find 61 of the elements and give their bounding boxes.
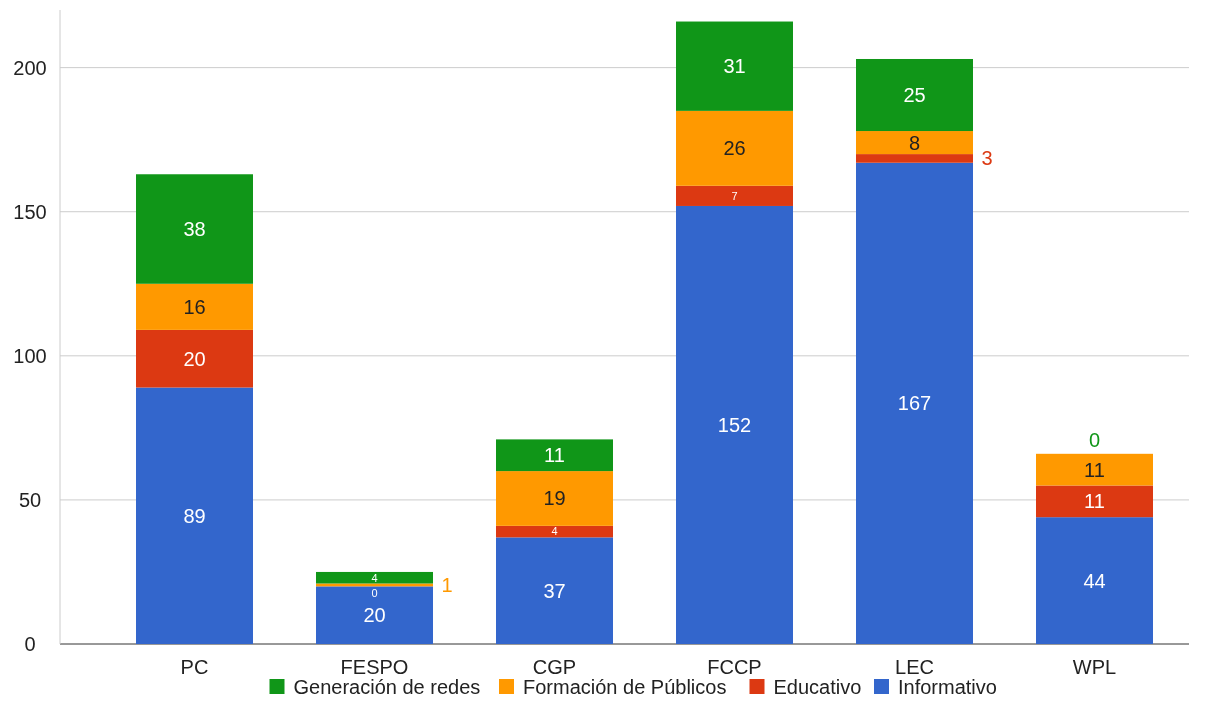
data-label: 37 <box>543 579 566 602</box>
x-tick-label: WPL <box>1072 656 1117 678</box>
data-label: 16 <box>183 295 206 318</box>
data-label: 89 <box>183 504 206 527</box>
bar <box>316 586 433 644</box>
y-tick-label: 150 <box>13 200 47 223</box>
y-tick-label: 0 <box>24 633 36 655</box>
data-label: 1 <box>441 573 453 596</box>
data-label: 11 <box>1084 458 1105 481</box>
bar <box>316 583 433 587</box>
x-tick-label: CGP <box>532 656 577 678</box>
x-tick-label: FCCP <box>707 656 762 678</box>
data-label: 7 <box>731 189 738 202</box>
data-label: 4 <box>371 571 378 584</box>
bar <box>856 58 973 132</box>
data-label: 20 <box>183 347 206 370</box>
y-tick-label: 100 <box>13 344 47 367</box>
bar <box>496 471 613 526</box>
data-label: 11 <box>544 444 565 467</box>
y-tick-label: 200 <box>13 56 47 79</box>
bar <box>136 329 253 388</box>
bar <box>1036 453 1153 486</box>
x-tick-label: PC <box>180 656 209 678</box>
legend-label: Educativo <box>773 676 862 698</box>
data-label: 0 <box>1088 428 1101 451</box>
bar <box>136 387 253 644</box>
data-label: 26 <box>723 137 746 160</box>
bar <box>496 537 613 644</box>
x-tick-label: FESPO <box>340 656 409 678</box>
y-tick-label: 50 <box>18 488 42 511</box>
data-label: 19 <box>543 487 566 510</box>
data-label: 152 <box>717 413 752 436</box>
bar <box>856 162 973 644</box>
bar <box>496 439 613 472</box>
data-label: 25 <box>903 84 926 107</box>
bar <box>1036 517 1153 644</box>
data-label: 31 <box>723 55 746 78</box>
data-label: 8 <box>908 131 921 154</box>
data-label: 11 <box>1084 490 1105 513</box>
data-label: 44 <box>1083 569 1106 592</box>
x-tick-label: LEC <box>895 656 934 678</box>
bar <box>496 525 613 538</box>
bar <box>676 110 793 186</box>
legend-label: Informativo <box>898 676 997 698</box>
data-label: 20 <box>363 604 386 627</box>
bar <box>136 283 253 330</box>
data-label: 0 <box>371 587 378 600</box>
bar <box>676 185 793 206</box>
bar <box>676 21 793 111</box>
data-label: 167 <box>897 392 932 415</box>
legend-label: Generación de redes <box>293 676 481 698</box>
bar <box>316 571 433 584</box>
bar <box>1036 485 1153 518</box>
bar <box>856 131 973 155</box>
data-label: 4 <box>551 525 558 538</box>
data-label: 38 <box>183 218 206 241</box>
bar <box>856 154 973 163</box>
bar <box>676 205 793 644</box>
bar <box>136 174 253 284</box>
legend-label: Formación de Públicos <box>523 676 727 698</box>
data-label: 3 <box>981 147 993 170</box>
